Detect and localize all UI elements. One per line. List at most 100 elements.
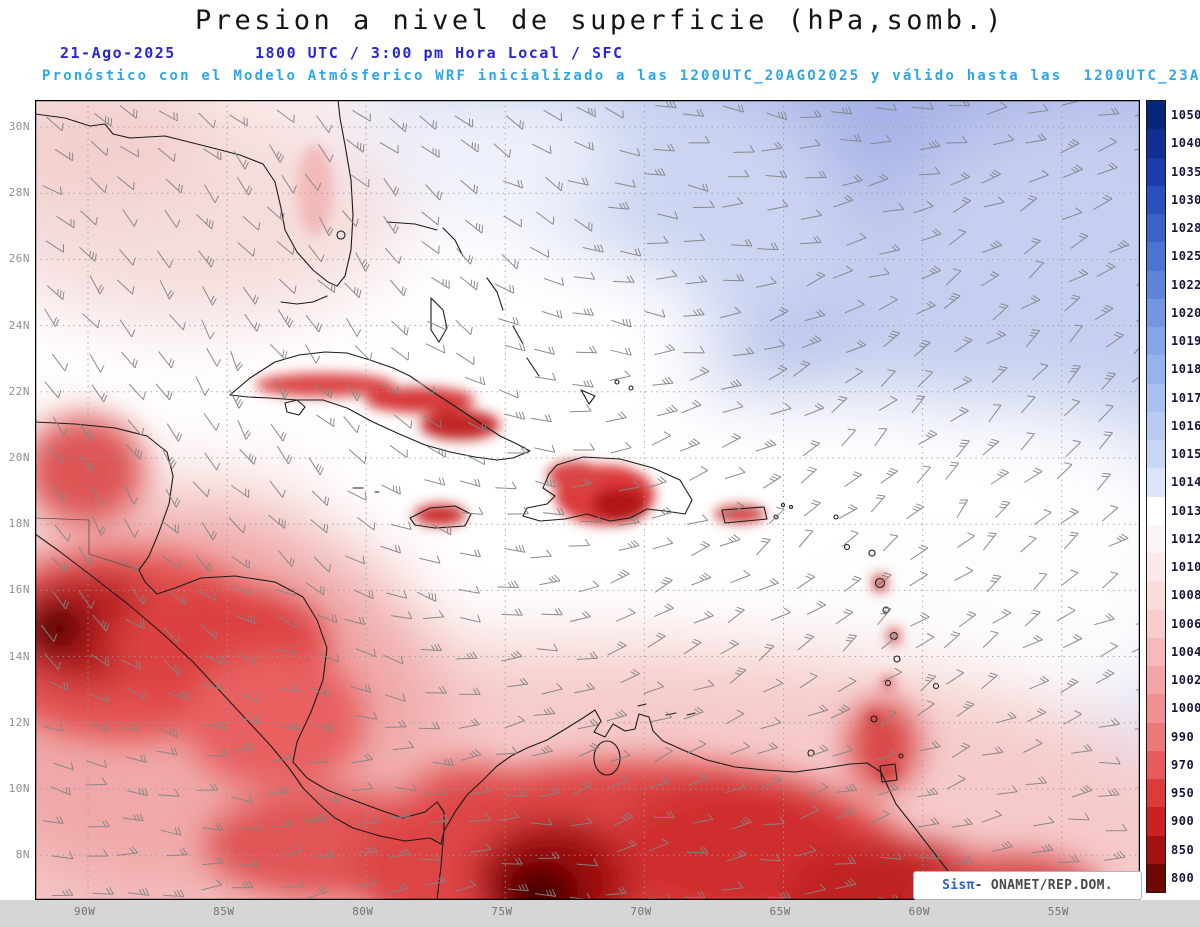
colorbar-tick-label: 1035 bbox=[1171, 164, 1200, 179]
lon-tick-label: 90W bbox=[74, 905, 96, 918]
colorbar-tick-label: 1012 bbox=[1171, 531, 1200, 546]
colorbar-tick-label: 1020 bbox=[1171, 305, 1200, 320]
lat-tick-label: 12N bbox=[8, 715, 30, 729]
colorbar-tick-label: 950 bbox=[1171, 786, 1195, 801]
colorbar-tick-label: 1010 bbox=[1171, 560, 1200, 575]
lon-tick-label: 60W bbox=[908, 905, 930, 918]
colorbar-segment bbox=[1147, 440, 1165, 469]
colorbar-segment bbox=[1147, 807, 1165, 836]
valid-time: 1800 UTC / 3:00 pm Hora Local / SFC bbox=[255, 44, 624, 62]
colorbar-segment bbox=[1147, 553, 1165, 582]
colorbar-tick-label: 990 bbox=[1171, 729, 1195, 744]
colorbar-tick-label: 1013 bbox=[1171, 503, 1200, 518]
central-america-coastline bbox=[35, 421, 445, 845]
lat-tick-label: 28N bbox=[8, 186, 30, 200]
lat-tick-label: 26N bbox=[8, 252, 30, 266]
colorbar-tick-label: 900 bbox=[1171, 814, 1195, 829]
isla-juventud-coastline bbox=[284, 399, 306, 416]
colorbar-segment bbox=[1147, 581, 1165, 610]
hispaniola-coastline bbox=[522, 456, 693, 522]
colorbar-segment bbox=[1147, 411, 1165, 440]
colorbar-tick-label: 1000 bbox=[1171, 701, 1200, 716]
colorbar-tick-label: 1019 bbox=[1171, 334, 1200, 349]
colorbar-segment bbox=[1147, 298, 1165, 327]
lon-tick-label: 85W bbox=[213, 905, 235, 918]
vieques-island bbox=[773, 514, 779, 520]
colorbar-tick-label: 1018 bbox=[1171, 362, 1200, 377]
lat-tick-label: 10N bbox=[8, 782, 30, 795]
bahamas-coastline bbox=[386, 221, 596, 405]
lat-tick-label: 22N bbox=[8, 384, 30, 398]
colorbar-tick-label: 1008 bbox=[1171, 588, 1200, 603]
colorbar-tick-label: 1014 bbox=[1171, 475, 1200, 490]
abc-islands bbox=[637, 703, 696, 716]
valid-date: 21-Ago-2025 bbox=[60, 44, 176, 62]
colorbar-segment bbox=[1147, 835, 1165, 864]
colorbar-segment bbox=[1147, 666, 1165, 695]
colorbar-segment bbox=[1147, 355, 1165, 384]
page-title: Presion a nivel de superficie (hPa,somb.… bbox=[195, 5, 1005, 36]
colorbar-tick-label: 1002 bbox=[1171, 673, 1200, 688]
lat-tick-label: 8N bbox=[15, 848, 30, 862]
lon-tick-label: 65W bbox=[769, 905, 791, 918]
colorbar-segment bbox=[1147, 242, 1165, 271]
puerto-rico-coastline bbox=[721, 506, 768, 524]
lat-tick-label: 20N bbox=[8, 451, 30, 464]
colorbar-tick-label: 1016 bbox=[1171, 418, 1200, 433]
colorbar-tick-label: 1022 bbox=[1171, 277, 1200, 292]
colorbar-tick-label: 1028 bbox=[1171, 221, 1200, 236]
virgin-islands bbox=[788, 504, 794, 510]
lon-tick-label: 55W bbox=[1047, 905, 1070, 918]
colorbar-tick-label: 1015 bbox=[1171, 447, 1200, 462]
colorbar-segment bbox=[1147, 722, 1165, 751]
colorbar-segment bbox=[1147, 496, 1165, 525]
colorbar-segment bbox=[1147, 101, 1165, 130]
colorbar-tick-label: 1017 bbox=[1171, 390, 1200, 405]
lat-tick-label: 14N bbox=[8, 649, 30, 663]
tobago-island bbox=[898, 753, 904, 759]
colorbar-segment bbox=[1147, 185, 1165, 214]
colorbar-segment bbox=[1147, 214, 1165, 243]
map-frame bbox=[35, 100, 1140, 900]
pressure-shading-islands bbox=[255, 145, 900, 780]
colorbar-segment bbox=[1147, 270, 1165, 299]
colorbar-segment bbox=[1147, 694, 1165, 723]
virgin-islands bbox=[780, 502, 786, 508]
lat-tick-label: 16N bbox=[8, 583, 30, 597]
grid-lines bbox=[35, 100, 1140, 900]
south-america-coastline bbox=[436, 709, 968, 900]
colorbar-tick-label: 850 bbox=[1171, 842, 1195, 857]
branding-box: Sisπ - ONAMET/REP.DOM. bbox=[913, 871, 1142, 900]
colorbar-segment bbox=[1147, 779, 1165, 808]
wind-barbs bbox=[40, 100, 1140, 900]
lon-tick-label: 80W bbox=[352, 905, 374, 918]
colorbar-tick-label: 1030 bbox=[1171, 192, 1200, 207]
colorbar-segment bbox=[1147, 863, 1165, 892]
colorbar-tick-label: 970 bbox=[1171, 757, 1195, 772]
colorbar-tick-label: 1050 bbox=[1171, 108, 1200, 123]
colorbar-tick-label: 800 bbox=[1171, 870, 1195, 885]
cayman-islands bbox=[352, 487, 380, 493]
cuba-coastline bbox=[229, 351, 531, 461]
colorbar-segment bbox=[1147, 157, 1165, 186]
longitude-axis: 90W 85W 80W 75W 70W 65W 60W 55W bbox=[0, 900, 1200, 927]
colorbar-tick-label: 1004 bbox=[1171, 644, 1200, 659]
colorbar-segment bbox=[1147, 383, 1165, 412]
colorbar-tick-label: 1006 bbox=[1171, 616, 1200, 631]
colorbar-tick-label: 1025 bbox=[1171, 249, 1200, 264]
colorbar-segment bbox=[1147, 327, 1165, 356]
florida-keys-coastline bbox=[280, 295, 328, 305]
colorbar-tick-label: 1040 bbox=[1171, 136, 1200, 151]
guatemala-borders bbox=[35, 517, 140, 571]
forecast-line: Pronóstico con el Modelo Atmósferico WRF… bbox=[42, 68, 1200, 84]
jamaica-coastline bbox=[409, 505, 472, 529]
lon-tick-label: 75W bbox=[491, 905, 513, 918]
lat-tick-label: 18N bbox=[8, 517, 30, 531]
lesser-antilles-islands bbox=[833, 514, 940, 723]
caicos-island bbox=[628, 385, 634, 391]
colorbar-segment bbox=[1147, 129, 1165, 158]
lake-okeechobee bbox=[336, 230, 346, 240]
trinidad-coastline bbox=[879, 763, 898, 783]
branding-org-name: - ONAMET/REP.DOM. bbox=[974, 878, 1113, 893]
